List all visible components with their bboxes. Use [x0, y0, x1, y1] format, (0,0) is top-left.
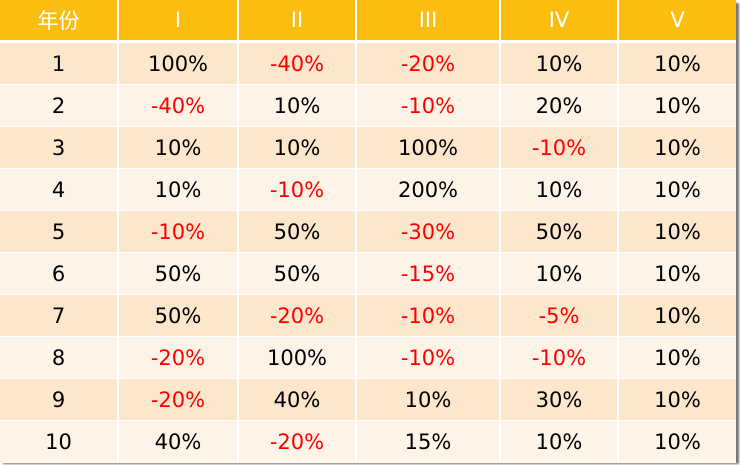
return-cell: -40%: [238, 41, 357, 85]
year-cell: 4: [0, 168, 119, 211]
return-cell: -10%: [356, 84, 501, 127]
return-cell: 20%: [500, 84, 619, 127]
return-cell: 10%: [238, 126, 357, 169]
return-cell: -20%: [356, 41, 501, 85]
return-cell: 50%: [118, 294, 239, 337]
return-cell: 100%: [356, 126, 501, 169]
return-cell: 10%: [118, 168, 239, 211]
return-cell: 10%: [500, 41, 619, 85]
return-cell: 40%: [238, 378, 357, 421]
return-cell: -15%: [356, 252, 501, 295]
return-cell: 10%: [618, 126, 736, 169]
return-cell: 10%: [618, 420, 736, 463]
return-cell: 10%: [618, 210, 736, 253]
table-row: 5 -10% 50% -30% 50% 10%: [0, 210, 736, 253]
return-cell: -20%: [238, 294, 357, 337]
table-header: 年份 I II III IV V: [0, 0, 736, 43]
return-cell: -5%: [500, 294, 619, 337]
header-portfolio-1: I: [118, 0, 239, 43]
table-row: 2 -40% 10% -10% 20% 10%: [0, 84, 736, 127]
return-cell: -10%: [500, 126, 619, 169]
return-cell: -30%: [356, 210, 501, 253]
year-cell: 8: [0, 336, 119, 379]
return-cell: 50%: [500, 210, 619, 253]
return-cell: 10%: [238, 84, 357, 127]
return-cell: -20%: [118, 378, 239, 421]
header-row: 年份 I II III IV V: [0, 0, 736, 43]
return-cell: -10%: [238, 168, 357, 211]
return-cell: 10%: [500, 168, 619, 211]
table-row: 6 50% 50% -15% 10% 10%: [0, 252, 736, 295]
return-cell: 10%: [618, 84, 736, 127]
return-cell: -10%: [356, 336, 501, 379]
return-cell: 100%: [238, 336, 357, 379]
return-cell: 10%: [618, 41, 736, 85]
table-row: 10 40% -20% 15% 10% 10%: [0, 420, 736, 463]
return-cell: 10%: [618, 168, 736, 211]
header-year: 年份: [0, 0, 119, 43]
return-cell: -20%: [118, 336, 239, 379]
year-cell: 1: [0, 41, 119, 85]
header-portfolio-4: IV: [500, 0, 619, 43]
header-portfolio-2: II: [238, 0, 357, 43]
table-row: 8 -20% 100% -10% -10% 10%: [0, 336, 736, 379]
header-portfolio-3: III: [356, 0, 501, 43]
return-cell: 50%: [118, 252, 239, 295]
return-cell: -10%: [356, 294, 501, 337]
return-cell: 50%: [238, 252, 357, 295]
table-body: 1 100% -40% -20% 10% 10% 2 -40% 10% -10% 20% 10% 3 10…: [0, 41, 736, 463]
year-cell: 6: [0, 252, 119, 295]
return-cell: 50%: [238, 210, 357, 253]
return-cell: 10%: [618, 336, 736, 379]
return-cell: -40%: [118, 84, 239, 127]
return-cell: 40%: [118, 420, 239, 463]
return-cell: -10%: [500, 336, 619, 379]
year-cell: 2: [0, 84, 119, 127]
return-cell: 10%: [356, 378, 501, 421]
return-cell: -20%: [238, 420, 357, 463]
return-cell: 30%: [500, 378, 619, 421]
year-cell: 10: [0, 420, 119, 463]
return-cell: -10%: [118, 210, 239, 253]
return-cell: 10%: [500, 420, 619, 463]
return-cell: 200%: [356, 168, 501, 211]
return-cell: 100%: [118, 41, 239, 85]
table-row: 9 -20% 40% 10% 30% 10%: [0, 378, 736, 421]
return-cell: 10%: [618, 378, 736, 421]
return-cell: 15%: [356, 420, 501, 463]
header-portfolio-5: V: [618, 0, 736, 43]
year-cell: 3: [0, 126, 119, 169]
return-cell: 10%: [500, 252, 619, 295]
table-row: 4 10% -10% 200% 10% 10%: [0, 168, 736, 211]
return-cell: 10%: [618, 252, 736, 295]
table-row: 7 50% -20% -10% -5% 10%: [0, 294, 736, 337]
table-row: 1 100% -40% -20% 10% 10%: [0, 41, 736, 85]
year-cell: 7: [0, 294, 119, 337]
year-cell: 5: [0, 210, 119, 253]
return-cell: 10%: [618, 294, 736, 337]
return-cell: 10%: [118, 126, 239, 169]
year-cell: 9: [0, 378, 119, 421]
table-row: 3 10% 10% 100% -10% 10%: [0, 126, 736, 169]
